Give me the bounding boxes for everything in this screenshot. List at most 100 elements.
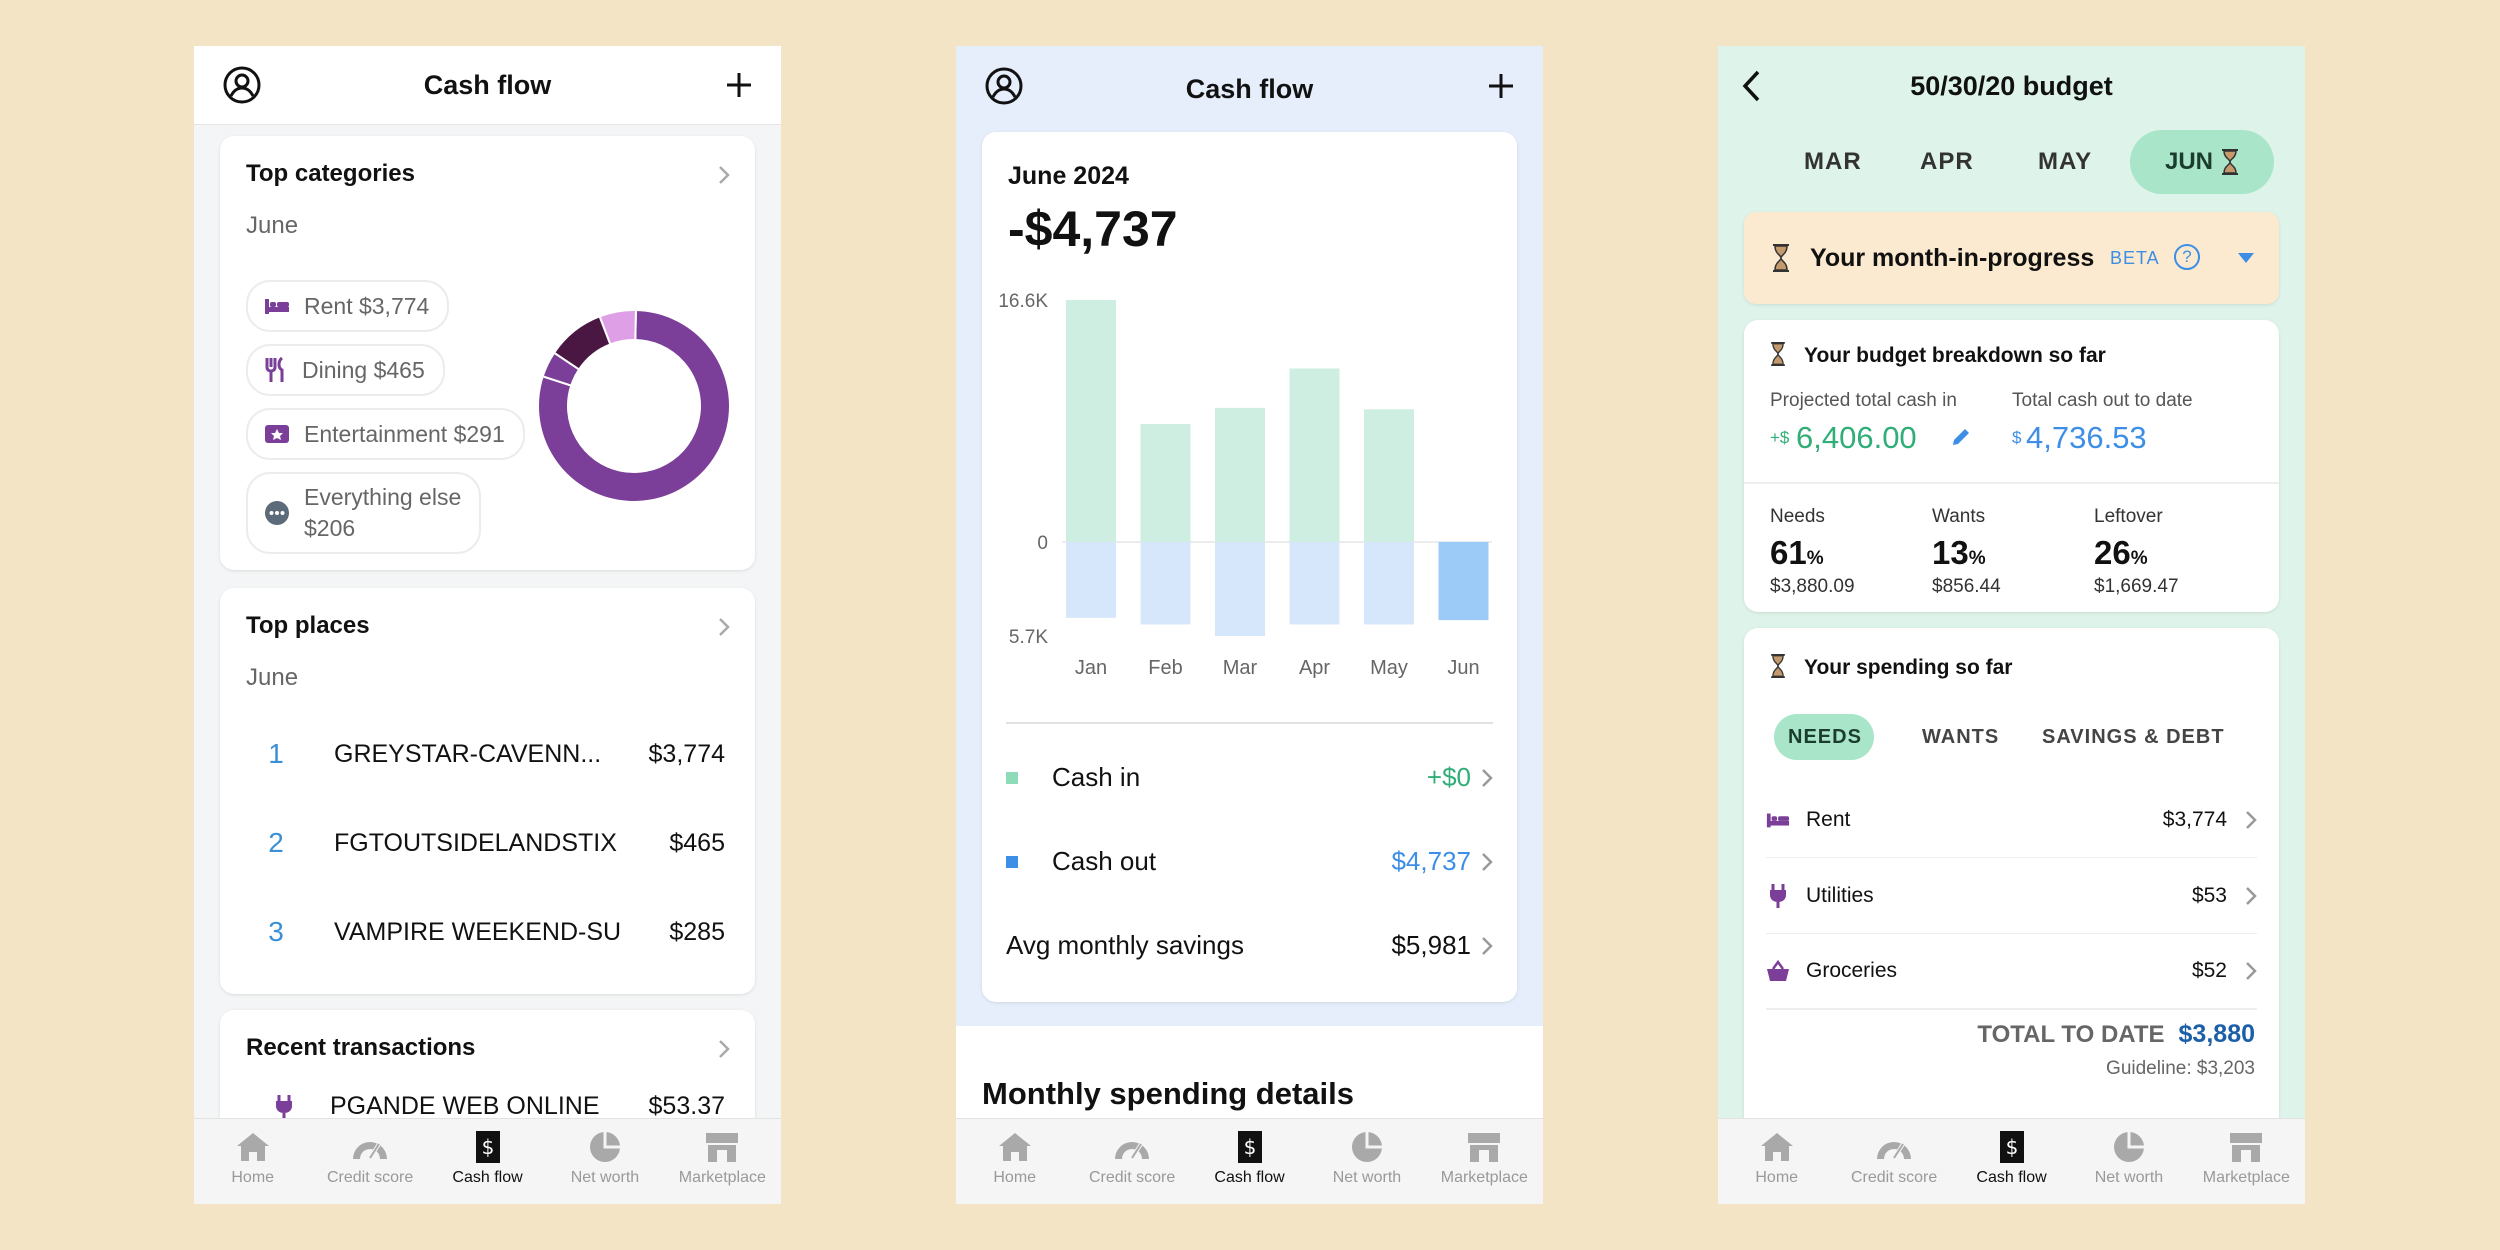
page-title: 50/30/20 budget: [1910, 70, 2113, 101]
category-chip-dining[interactable]: Dining $465: [246, 344, 445, 396]
help-icon[interactable]: ?: [2174, 244, 2200, 270]
tab-bar: Home Credit score $ Cash flow Net worth M…: [1718, 1118, 2305, 1204]
tab-home[interactable]: Home: [194, 1119, 311, 1204]
month-tab[interactable]: APR: [1920, 148, 1974, 175]
caret-down-icon[interactable]: [2237, 252, 2255, 264]
place-rank: 2: [268, 827, 284, 858]
tab-marketplace[interactable]: Marketplace: [1426, 1119, 1543, 1204]
tab-cash-flow[interactable]: $ Cash flow: [429, 1119, 546, 1204]
needs-label: Needs: [1770, 506, 1825, 527]
tab-label: Net worth: [570, 1169, 640, 1186]
top-places-card[interactable]: Top places June 1 GREYSTAR-CAVENN... $3,77…: [220, 588, 755, 994]
bar-cash-in-apr[interactable]: [1289, 368, 1340, 542]
svg-text:$: $: [1243, 1135, 1256, 1159]
avg-savings-label: Avg monthly savings: [1006, 930, 1244, 960]
avg-savings-value: $5,981: [1391, 930, 1471, 960]
place-name: FGTOUTSIDELANDSTIX: [334, 828, 617, 857]
needs-tab-pill[interactable]: [1774, 714, 1874, 760]
cash-flow-bar-chart[interactable]: 16.6K 0 5.7K Jan Feb Mar Apr May Jun: [982, 282, 1517, 702]
tab-cash-flow[interactable]: $ Cash flow: [1191, 1119, 1308, 1204]
month-tab[interactable]: MAY: [2038, 148, 2093, 175]
leftover-label: Leftover: [2094, 506, 2163, 527]
spending-tab-wants[interactable]: WANTS: [1922, 726, 2000, 748]
profile-icon[interactable]: [222, 65, 262, 105]
bar-cash-out-mar[interactable]: [1215, 542, 1265, 636]
bar-cash-in-jan[interactable]: [1066, 300, 1116, 542]
back-arrow-icon[interactable]: [1740, 69, 1762, 103]
period-label: June 2024: [1008, 162, 1129, 190]
spending-row-groceries[interactable]: Groceries $52: [1766, 934, 2257, 1010]
spending-tab-needs[interactable]: NEEDS: [1788, 726, 1862, 748]
month-tab[interactable]: MAR: [1804, 148, 1862, 175]
bar-cash-out-feb[interactable]: [1140, 542, 1191, 625]
profile-icon[interactable]: [984, 66, 1024, 106]
card-title: Your spending so far: [1804, 656, 2013, 679]
place-row[interactable]: 3 VAMPIRE WEEKEND-SU $285: [246, 916, 725, 948]
bar-cash-in-may[interactable]: [1364, 409, 1414, 542]
tab-net-worth[interactable]: Net worth: [546, 1119, 663, 1204]
bar-cash-out-jan[interactable]: [1066, 542, 1116, 618]
tab-credit-score[interactable]: Credit score: [311, 1119, 428, 1204]
avg-savings-row[interactable]: Avg monthly savings $5,981: [1006, 930, 1493, 961]
tab-credit-score[interactable]: Credit score: [1835, 1119, 1952, 1204]
leftover-column: Leftover 26% $1,669.47: [2094, 506, 2179, 598]
home-icon: [236, 1133, 269, 1161]
chevron-right-icon: [1482, 768, 1493, 787]
top-categories-card[interactable]: Top categories June Rent $3,774 Dining $…: [220, 136, 755, 570]
month-in-progress-banner[interactable]: Your month-in-progress BETA ?: [1744, 212, 2279, 304]
bar-cash-in-feb[interactable]: [1140, 423, 1191, 542]
place-name: GREYSTAR-CAVENN...: [334, 739, 602, 768]
card-title: Recent transactions: [246, 1034, 476, 1061]
transaction-row[interactable]: PGANDE WEB ONLINE $53.37: [246, 1092, 725, 1121]
bar-cash-out-jun[interactable]: [1438, 542, 1489, 621]
month-tab-selected[interactable]: JUN: [2130, 130, 2274, 194]
category-chip-rent[interactable]: Rent $3,774: [246, 280, 450, 332]
projected-cash-in-label: Projected total cash in: [1770, 390, 1957, 411]
bar-cash-in-mar[interactable]: [1215, 407, 1265, 542]
tab-marketplace[interactable]: Marketplace: [664, 1119, 781, 1204]
tab-home[interactable]: Home: [1718, 1119, 1835, 1204]
x-tick-label: Apr: [1299, 657, 1330, 679]
place-rank: 1: [268, 738, 284, 769]
tab-net-worth[interactable]: Net worth: [2070, 1119, 2187, 1204]
tab-marketplace[interactable]: Marketplace: [2188, 1119, 2305, 1204]
cash-out-to-date-label: Total cash out to date: [2012, 390, 2193, 411]
category-chip-everything-else[interactable]: Everything else $206: [246, 472, 482, 554]
tab-label: Credit score: [1088, 1169, 1176, 1186]
category-chip-entertainment[interactable]: Entertainment $291: [246, 408, 525, 460]
donut-slice-rent: [537, 308, 731, 503]
percent-sign: %: [1968, 548, 1986, 569]
donut-slice-entertainment: [598, 309, 637, 346]
x-tick-label: Jan: [1075, 657, 1107, 679]
spending-tab-savings-debt[interactable]: SAVINGS & DEBT: [2042, 726, 2225, 748]
chevron-right-icon: [1482, 936, 1493, 955]
spending-row-utilities[interactable]: Utilities $53: [1766, 858, 2257, 934]
tab-label: Cash flow: [1976, 1169, 2047, 1186]
spending-row-rent[interactable]: Rent $3,774: [1766, 782, 2257, 858]
edit-pencil-icon[interactable]: [1950, 426, 1972, 448]
plug-icon: [276, 1094, 292, 1119]
spending-card: Your spending so far NEEDS WANTS SAVINGS…: [1744, 628, 2279, 1152]
header: 50/30/20 budget: [1718, 46, 2305, 126]
tab-cash-flow[interactable]: $ Cash flow: [1953, 1119, 2070, 1204]
tab-bar: Home Credit score $ Cash flow Net worth M…: [956, 1118, 1543, 1204]
add-icon[interactable]: [1487, 72, 1515, 100]
tab-label: Marketplace: [1440, 1169, 1528, 1186]
tab-net-worth[interactable]: Net worth: [1308, 1119, 1425, 1204]
month-label: June: [246, 664, 299, 691]
section-title: Monthly spending details: [982, 1076, 1355, 1111]
tab-home[interactable]: Home: [956, 1119, 1073, 1204]
spending-name: Utilities: [1806, 883, 1874, 907]
tab-label: Cash flow: [1214, 1169, 1285, 1186]
place-row[interactable]: 1 GREYSTAR-CAVENN... $3,774: [246, 738, 725, 770]
cash-in-row[interactable]: Cash in +$0: [1006, 762, 1493, 793]
add-icon[interactable]: [725, 71, 753, 99]
spending-amount: $52: [2191, 959, 2227, 982]
place-row[interactable]: 2 FGTOUTSIDELANDSTIX $465: [246, 827, 725, 859]
tab-credit-score[interactable]: Credit score: [1073, 1119, 1190, 1204]
tab-bar: Home Credit score $ Cash flow Net worth M…: [194, 1118, 781, 1204]
hourglass-icon: [1771, 342, 1785, 366]
cash-out-row[interactable]: Cash out $4,737: [1006, 846, 1493, 877]
bar-cash-out-apr[interactable]: [1289, 542, 1340, 625]
bar-cash-out-may[interactable]: [1364, 542, 1414, 625]
